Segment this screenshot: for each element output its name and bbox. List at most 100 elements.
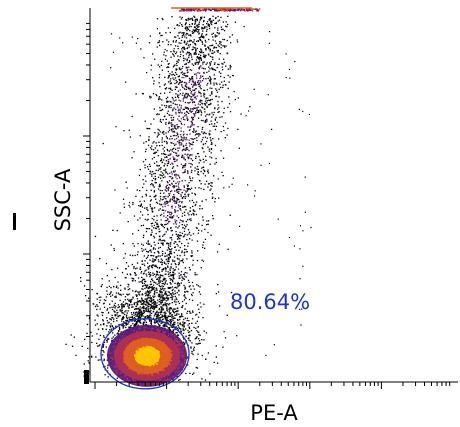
- event-point: [289, 77, 291, 79]
- event-point: [208, 66, 210, 68]
- event-point: [125, 319, 127, 322]
- event-point: [153, 118, 155, 120]
- event-point: [197, 111, 200, 114]
- event-point: [183, 156, 185, 158]
- event-point: [97, 328, 100, 330]
- event-point: [180, 324, 182, 326]
- event-point: [222, 86, 224, 89]
- event-point: [221, 116, 223, 118]
- event-point: [167, 299, 169, 301]
- density-point: [164, 344, 166, 347]
- event-point: [186, 82, 188, 85]
- event-point: [159, 160, 162, 162]
- event-point: [166, 184, 168, 186]
- event-point: [159, 118, 162, 121]
- event-point: [188, 155, 191, 157]
- event-point: [190, 346, 192, 348]
- event-point: [168, 315, 170, 317]
- event-point: [120, 303, 122, 306]
- event-point: [142, 305, 144, 307]
- event-point: [129, 303, 131, 306]
- event-point: [167, 204, 169, 206]
- event-point: [176, 152, 178, 155]
- event-point: [186, 42, 188, 44]
- event-point: [149, 304, 151, 306]
- event-point: [181, 76, 183, 79]
- event-point: [159, 185, 161, 188]
- event-point: [195, 366, 197, 369]
- event-point: [138, 174, 141, 177]
- event-point: [160, 242, 162, 244]
- event-point: [147, 241, 149, 243]
- density-point: [133, 334, 136, 336]
- event-point: [208, 99, 210, 101]
- event-point: [168, 187, 170, 190]
- event-point: [189, 40, 191, 42]
- event-point: [161, 314, 163, 316]
- density-point: [148, 352, 150, 355]
- event-point: [109, 293, 111, 295]
- event-point: [157, 128, 159, 130]
- event-point: [163, 192, 165, 194]
- event-point: [121, 317, 124, 319]
- event-point: [124, 288, 126, 290]
- event-point: [167, 110, 169, 112]
- event-point: [197, 304, 199, 306]
- event-point: [206, 180, 208, 182]
- density-point: [122, 344, 124, 347]
- event-point: [192, 46, 194, 48]
- event-point: [155, 317, 158, 319]
- event-point: [157, 188, 160, 190]
- event-point: [164, 304, 166, 306]
- event-point: [148, 299, 150, 302]
- event-point: [226, 314, 228, 316]
- event-point: [150, 291, 152, 293]
- event-point: [146, 250, 148, 253]
- event-point: [140, 300, 142, 303]
- event-point: [168, 327, 171, 329]
- event-point: [211, 50, 214, 52]
- event-point: [153, 235, 155, 237]
- event-point: [158, 74, 161, 76]
- event-point: [180, 331, 182, 333]
- event-point: [168, 304, 170, 306]
- density-point: [138, 327, 141, 330]
- event-point: [181, 232, 183, 234]
- density-point: [134, 375, 136, 378]
- density-point: [131, 349, 134, 352]
- event-point: [205, 9, 207, 11]
- event-point: [185, 195, 187, 198]
- event-point: [132, 296, 134, 298]
- event-point: [172, 166, 175, 168]
- event-point: [184, 88, 186, 91]
- event-point: [177, 47, 179, 50]
- density-point: [155, 371, 158, 373]
- event-point: [200, 9, 202, 12]
- event-point: [157, 155, 159, 157]
- event-point: [199, 19, 201, 21]
- event-point: [192, 292, 194, 294]
- event-point: [187, 153, 189, 155]
- event-point: [114, 296, 116, 298]
- event-point: [177, 334, 179, 336]
- density-point: [163, 358, 166, 360]
- event-point: [182, 172, 184, 174]
- event-point: [171, 74, 173, 76]
- event-point: [106, 290, 108, 292]
- event-point: [175, 303, 177, 306]
- event-point: [159, 291, 161, 293]
- event-point: [246, 10, 249, 12]
- event-point: [164, 291, 166, 294]
- event-point: [176, 155, 179, 157]
- density-point: [178, 360, 181, 362]
- density-point: [162, 345, 165, 347]
- event-point: [227, 127, 229, 130]
- event-point: [186, 133, 188, 136]
- event-point: [244, 10, 246, 12]
- event-point: [176, 178, 178, 180]
- density-point: [119, 345, 121, 348]
- event-point: [178, 83, 180, 85]
- event-point: [176, 60, 178, 62]
- event-point: [190, 98, 192, 100]
- event-point: [190, 255, 192, 257]
